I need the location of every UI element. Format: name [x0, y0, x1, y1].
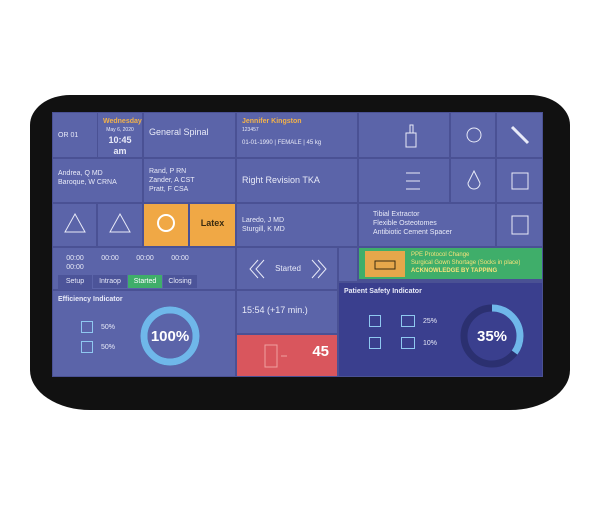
staff: Andrea, Q MD [58, 170, 103, 177]
equipment: Antibiotic Cement Spacer [373, 229, 452, 236]
metric-value: 10% [423, 339, 438, 347]
icon [406, 172, 420, 190]
status: Started [275, 264, 301, 273]
icon-tile[interactable] [496, 158, 543, 203]
icon-tile[interactable] [496, 203, 543, 247]
count: 45 [312, 343, 329, 360]
phase-button[interactable]: Started [128, 275, 162, 288]
metric: 25% [369, 315, 437, 327]
alert-tile[interactable] [143, 203, 189, 247]
nursing-tile: Rand, P RN Zander, A CST Pratt, F CSA [143, 158, 236, 203]
icon [264, 344, 287, 368]
surgeon: Sturgill, K MD [242, 226, 285, 233]
phase-button[interactable]: Closing [163, 275, 197, 288]
timer: 00:00 [101, 255, 119, 262]
alert-action: ACKNOWLEDGE BY TAPPING [411, 268, 498, 274]
status-tile: Started [236, 247, 338, 290]
efficiency-tile: Efficiency Indicator 50% 50% 100% [52, 290, 236, 377]
ring-label: 100% [151, 328, 189, 345]
room-tile: OR 01 [52, 112, 98, 158]
anesthesia-tile: Andrea, Q MD Baroque, W CRNA [52, 158, 143, 203]
procedure-tile: Right Revision TKA [236, 158, 358, 203]
ring-label: 35% [477, 328, 507, 345]
service: General Spinal [149, 127, 209, 137]
staff: Rand, P RN [149, 168, 187, 175]
metric: 10% [369, 337, 437, 349]
service-tile: General Spinal [143, 112, 236, 158]
phase-row: SetupIntraopStartedClosingComplete [58, 275, 230, 301]
staff: Pratt, F CSA [149, 186, 189, 193]
patient-tile: Jennifer Kingston 123457 01-01-1990 | FE… [236, 112, 358, 158]
metric-value: 50% [101, 323, 116, 331]
ring-arc [140, 306, 200, 366]
equipment: Flexible Osteotomes [373, 220, 437, 227]
icon-tile[interactable] [358, 112, 450, 158]
patient-details: 01-01-1990 | FEMALE | 45 kg [242, 140, 322, 146]
date-tile: Wednesday May 6, 2020 10:45 am [97, 112, 143, 158]
timer-row: 00:00 00:00 00:00 00:00 00:00 [58, 254, 230, 272]
end-time: 15:54 (+17 min.) [242, 305, 308, 315]
icon [511, 215, 529, 235]
metric: 50% [81, 321, 115, 333]
icon-tile[interactable] [450, 112, 496, 158]
icon-tile[interactable] [450, 158, 496, 203]
equipment-tile: Tibial Extractor Flexible Osteotomes Antib… [358, 203, 496, 247]
phase-button[interactable]: Intraop [93, 275, 127, 288]
patient-name: Jennifer Kingston [242, 118, 302, 125]
icon [467, 169, 481, 190]
metric-value: 25% [423, 317, 438, 325]
ring: 35% [460, 304, 524, 368]
icon [510, 125, 530, 145]
alert-title: PPE Protocol Change [411, 252, 470, 258]
alert-banner[interactable]: PPE Protocol Change Surgical Gown Shorta… [358, 247, 543, 280]
status-nav: Started [249, 259, 327, 279]
icon [64, 212, 86, 233]
surgeons-tile: Laredo, J MD Sturgill, K MD [236, 203, 358, 247]
icon [511, 172, 529, 190]
timer: 00:00 [136, 255, 154, 262]
metric-value: 50% [101, 343, 116, 351]
screen: OR 01 Wednesday May 6, 2020 10:45 am Gen… [52, 112, 543, 377]
icon-tile[interactable] [52, 203, 97, 247]
panel-title: Patient Safety Indicator [344, 288, 422, 295]
checklist-tile[interactable] [358, 158, 450, 203]
panel-title: Efficiency Indicator [58, 296, 123, 303]
allergy: Latex [200, 218, 225, 228]
surgeon: Laredo, J MD [242, 217, 285, 224]
end-time-tile: 15:54 (+17 min.) [236, 290, 338, 334]
prev-arrow[interactable] [249, 259, 265, 279]
icon [365, 251, 405, 277]
icon-tile[interactable] [97, 203, 143, 247]
date: May 6, 2020 [106, 127, 134, 133]
count-tile[interactable]: 45 [236, 334, 338, 377]
filler [338, 247, 358, 282]
next-arrow[interactable] [311, 259, 327, 279]
phase-tile: 00:00 00:00 00:00 00:00 00:00 Setup Intraop St… [52, 247, 236, 301]
room: OR 01 [58, 132, 79, 139]
staff: Zander, A CST [149, 177, 195, 184]
safety-tile: Patient Safety Indicator 25% 10% 35% [338, 282, 543, 377]
icon-tile[interactable] [496, 112, 543, 158]
patient-id: 123457 [242, 127, 259, 133]
day: Wednesday [103, 118, 142, 125]
ring: 100% [140, 306, 200, 366]
icon [466, 127, 482, 143]
time: 10:45 am [108, 135, 132, 156]
icon [157, 214, 175, 232]
staff: Baroque, W CRNA [58, 179, 117, 186]
phase-button[interactable]: Setup [58, 275, 92, 288]
ring-arc [460, 304, 524, 368]
alert-message: Surgical Gown Shortage (Socks in place) [411, 260, 521, 266]
timer: 00:00 [171, 255, 189, 262]
icon [109, 212, 131, 233]
timer: 00:00 [66, 255, 84, 262]
allergy-tile[interactable]: Latex [189, 203, 236, 247]
icon [405, 124, 417, 148]
timer: 00:00 [66, 264, 84, 271]
equipment: Tibial Extractor [373, 211, 420, 218]
metric: 50% [81, 341, 115, 353]
procedure: Right Revision TKA [242, 175, 320, 185]
